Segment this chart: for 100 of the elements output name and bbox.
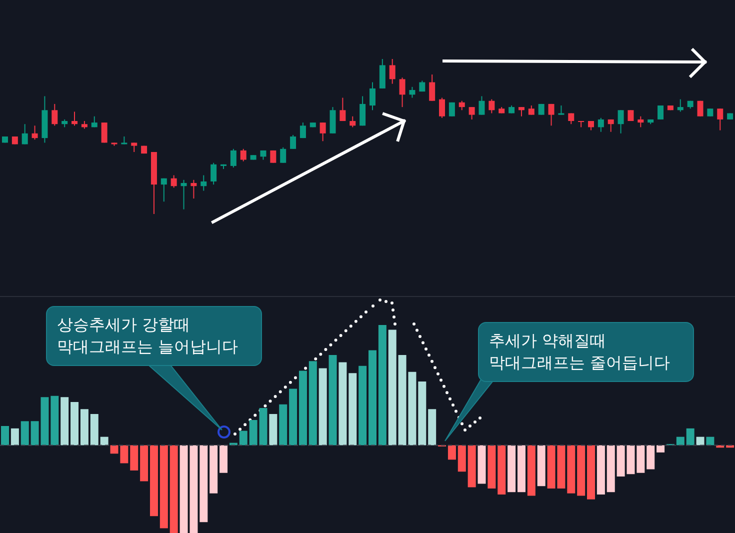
bar bbox=[508, 445, 516, 492]
candlestick bbox=[340, 97, 346, 122]
candlestick bbox=[170, 174, 177, 188]
candlestick bbox=[618, 110, 624, 134]
bar bbox=[488, 445, 496, 489]
candlestick bbox=[52, 103, 58, 126]
bar bbox=[468, 445, 476, 488]
bar bbox=[686, 428, 694, 446]
candlestick bbox=[658, 105, 664, 120]
candlestick bbox=[210, 162, 217, 186]
bar bbox=[1, 426, 9, 446]
bar bbox=[210, 445, 218, 494]
candlestick bbox=[280, 146, 286, 164]
bar bbox=[239, 430, 248, 446]
bar bbox=[60, 397, 69, 446]
bar bbox=[50, 396, 59, 446]
candlestick bbox=[190, 179, 197, 199]
bar bbox=[308, 361, 317, 446]
bar bbox=[706, 436, 714, 446]
bar bbox=[130, 445, 138, 470]
bar bbox=[328, 355, 337, 446]
candlestick bbox=[389, 59, 396, 84]
bar bbox=[150, 445, 158, 516]
bar bbox=[200, 445, 208, 522]
candlestick bbox=[448, 102, 455, 117]
bar bbox=[269, 414, 278, 446]
bar bbox=[20, 421, 29, 446]
candlestick bbox=[290, 134, 296, 150]
bar bbox=[10, 428, 19, 446]
bar bbox=[498, 445, 506, 495]
candlestick bbox=[32, 125, 38, 140]
bar bbox=[279, 404, 288, 446]
bar bbox=[606, 445, 615, 492]
candlestick bbox=[409, 86, 416, 98]
bar bbox=[596, 445, 605, 495]
bar bbox=[100, 436, 108, 446]
bar bbox=[289, 388, 298, 446]
candlestick bbox=[131, 142, 138, 152]
annotation: 추세가 약해질때 막대그래프는 줄어듭니다 bbox=[478, 322, 694, 382]
candlestick bbox=[488, 98, 495, 114]
bar bbox=[80, 409, 88, 446]
bar bbox=[160, 445, 168, 528]
candlestick bbox=[72, 111, 78, 126]
bar bbox=[428, 409, 436, 446]
bar bbox=[656, 445, 665, 452]
candlestick bbox=[369, 82, 376, 111]
bar bbox=[696, 436, 704, 446]
candlestick bbox=[320, 122, 326, 142]
candlestick bbox=[439, 97, 446, 118]
bar bbox=[478, 445, 486, 484]
bar bbox=[298, 370, 307, 446]
bar bbox=[537, 445, 546, 486]
candlestick bbox=[180, 179, 187, 210]
annotation: 상승추세가 강할때 막대그래프는 늘어납니다 bbox=[46, 306, 262, 366]
bar bbox=[676, 436, 684, 446]
bar bbox=[418, 382, 426, 446]
bar bbox=[318, 368, 327, 446]
bar bbox=[90, 414, 98, 446]
candlestick bbox=[360, 96, 366, 126]
candlestick bbox=[230, 148, 236, 168]
bar bbox=[587, 445, 596, 500]
candlestick bbox=[330, 106, 336, 134]
candlestick bbox=[608, 118, 614, 132]
candlestick bbox=[468, 106, 475, 120]
candlestick bbox=[717, 108, 724, 131]
bar bbox=[388, 330, 396, 446]
bar bbox=[448, 445, 456, 460]
bar bbox=[220, 445, 228, 473]
bar bbox=[726, 445, 734, 448]
bar bbox=[577, 445, 586, 496]
candlestick bbox=[478, 96, 485, 116]
bar bbox=[70, 402, 79, 446]
candlestick bbox=[528, 105, 534, 116]
bar bbox=[368, 350, 376, 446]
bar bbox=[348, 373, 357, 446]
candlestick bbox=[677, 98, 684, 112]
candlestick bbox=[558, 105, 564, 116]
candlestick bbox=[697, 100, 704, 117]
candlestick bbox=[399, 77, 406, 108]
candlestick bbox=[429, 74, 436, 102]
bar bbox=[646, 445, 655, 470]
bar bbox=[140, 445, 148, 482]
candlestick bbox=[598, 117, 604, 132]
bar bbox=[170, 445, 178, 533]
candlestick bbox=[548, 103, 554, 126]
candlestick bbox=[22, 124, 28, 145]
candlestick bbox=[518, 106, 524, 117]
bar bbox=[458, 445, 466, 472]
bar bbox=[358, 366, 367, 446]
candlestick bbox=[300, 122, 306, 139]
candlestick bbox=[588, 120, 594, 131]
candlestick bbox=[379, 59, 386, 89]
bar bbox=[517, 445, 526, 492]
candlestick bbox=[350, 116, 356, 128]
candlestick bbox=[240, 148, 246, 162]
candlestick bbox=[638, 116, 644, 128]
candlestick bbox=[270, 150, 276, 164]
bar bbox=[527, 445, 536, 496]
bar bbox=[567, 445, 576, 494]
candlestick bbox=[101, 122, 108, 144]
